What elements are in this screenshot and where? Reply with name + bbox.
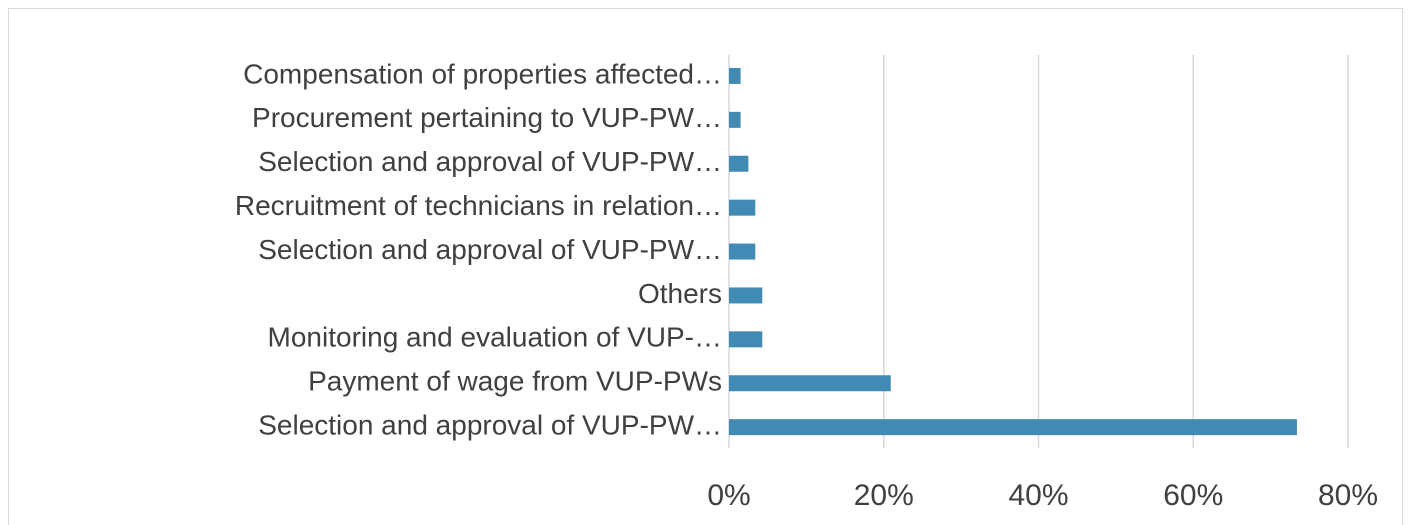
y-tick-label: Selection and approval of VUP-PW… — [258, 146, 722, 177]
y-tick-label: Payment of wage from VUP-PWs — [308, 366, 722, 397]
x-tick-label: 60% — [1163, 479, 1223, 512]
y-tick-label: Others — [638, 278, 722, 309]
bar — [729, 67, 741, 84]
x-tick-label: 20% — [854, 479, 914, 512]
y-tick-label: Recruitment of technicians in relation… — [235, 190, 722, 221]
bar — [729, 155, 749, 172]
y-tick-label: Selection and approval of VUP-PW… — [258, 410, 722, 441]
bar — [729, 419, 1297, 436]
y-tick-label: Monitoring and evaluation of VUP-… — [268, 322, 722, 353]
x-tick-label: 40% — [1008, 479, 1068, 512]
y-tick-label: Selection and approval of VUP-PW… — [258, 234, 722, 265]
bar — [729, 243, 756, 260]
bar — [729, 375, 891, 392]
y-tick-label: Procurement pertaining to VUP-PW… — [252, 102, 722, 133]
x-tick-label: 80% — [1318, 479, 1378, 512]
bar — [729, 287, 763, 304]
bar — [729, 199, 756, 216]
chart-frame — [8, 8, 1403, 525]
bar — [729, 331, 763, 348]
y-tick-label: Compensation of properties affected… — [243, 58, 722, 89]
bar — [729, 111, 741, 128]
x-tick-label: 0% — [707, 479, 750, 512]
